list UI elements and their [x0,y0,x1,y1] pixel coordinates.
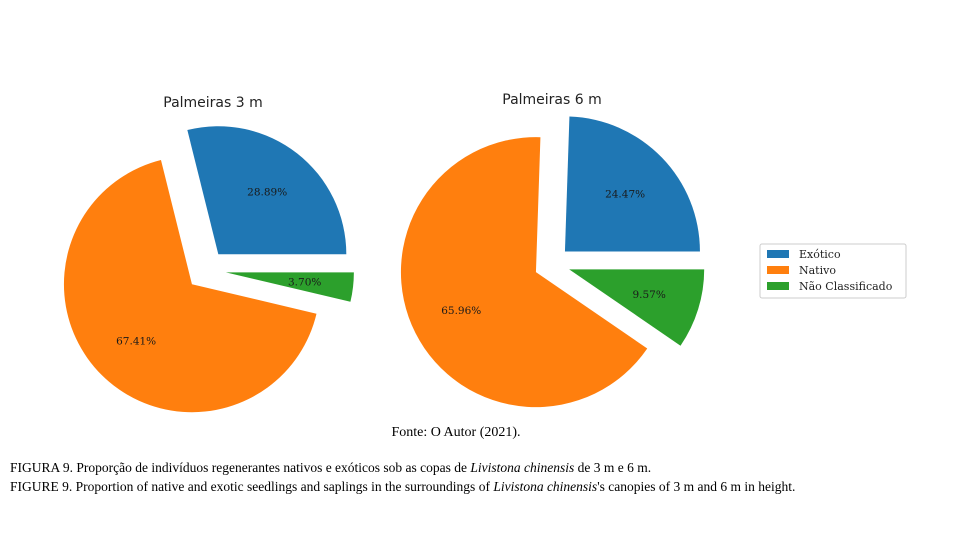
pie-slice-exotico [564,116,700,252]
slice-label-nao-classificado: 9.57% [632,289,665,301]
caption-en-text-end: 's canopies of 3 m and 6 m in height. [597,479,796,494]
legend-label-nao-classificado: Não Classificado [799,280,893,293]
slice-label-exotico: 28.89% [247,187,287,199]
legend-frame [759,243,907,299]
caption-pt-text-end: de 3 m e 6 m. [574,460,652,475]
slice-label-nao-classificado: 3.70% [288,277,321,289]
slice-label-nativo: 65.96% [441,305,481,317]
chart-title: Palmeiras 6 m [502,92,602,108]
chart-title: Palmeiras 3 m [163,95,263,111]
source-note: Fonte: O Autor (2021). [391,425,521,440]
pie-slice-nativo [400,137,648,408]
legend: Exótico Nativo Não Classificado [759,243,907,299]
caption-en-text: FIGURE 9. Proportion of native and exoti… [10,479,494,494]
legend-label-nativo: Nativo [799,264,836,277]
pie-slice-nao-classificado [225,272,354,302]
slice-label-exotico: 24.47% [605,188,645,200]
figure-caption-en: FIGURE 9. Proportion of native and exoti… [10,479,950,495]
legend-swatch-nao-classificado [767,282,789,290]
legend-swatch-nativo [767,266,789,274]
caption-pt-text: FIGURA 9. Proporção de indivíduos regene… [10,460,471,475]
pie-chart-palmeiras-6m: Palmeiras 6 m 24.47% 65.96% 9.57% [400,92,705,408]
pie-chart-palmeiras-3m: Palmeiras 3 m 28.89% 67.41% 3.70% [63,95,354,413]
legend-label-exotico: Exótico [799,248,841,261]
caption-en-species: Livistona chinensis [493,479,598,494]
pie-slice-nao-classificado [569,269,705,346]
figure-charts: Palmeiras 3 m 28.89% 67.41% 3.70% Palmeira… [63,92,907,413]
figure-caption-pt: FIGURA 9. Proporção de indivíduos regene… [10,460,950,476]
pie-slice-exotico [187,126,347,255]
caption-pt-species: Livistona chinensis [470,460,575,475]
pie-slice-nativo [63,160,317,413]
legend-swatch-exotico [767,250,789,258]
slice-label-nativo: 67.41% [116,336,156,348]
